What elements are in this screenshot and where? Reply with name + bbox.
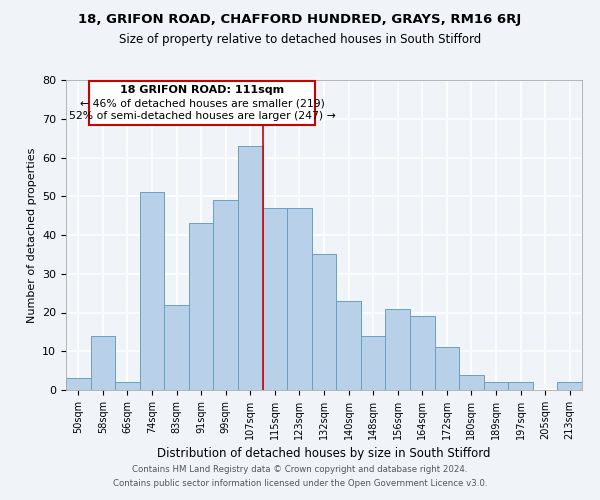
- Bar: [115, 382, 140, 390]
- Bar: [434, 348, 459, 390]
- X-axis label: Distribution of detached houses by size in South Stifford: Distribution of detached houses by size …: [157, 448, 491, 460]
- Bar: [361, 336, 385, 390]
- Bar: [385, 308, 410, 390]
- Bar: [336, 301, 361, 390]
- Bar: [214, 200, 238, 390]
- Bar: [312, 254, 336, 390]
- FancyBboxPatch shape: [89, 81, 316, 124]
- Bar: [189, 224, 214, 390]
- Bar: [91, 336, 115, 390]
- Bar: [484, 382, 508, 390]
- Bar: [459, 374, 484, 390]
- Bar: [263, 208, 287, 390]
- Bar: [66, 378, 91, 390]
- Text: 18, GRIFON ROAD, CHAFFORD HUNDRED, GRAYS, RM16 6RJ: 18, GRIFON ROAD, CHAFFORD HUNDRED, GRAYS…: [79, 12, 521, 26]
- Bar: [410, 316, 434, 390]
- Bar: [508, 382, 533, 390]
- Text: ← 46% of detached houses are smaller (219): ← 46% of detached houses are smaller (21…: [80, 98, 325, 108]
- Bar: [557, 382, 582, 390]
- Bar: [238, 146, 263, 390]
- Y-axis label: Number of detached properties: Number of detached properties: [26, 148, 37, 322]
- Text: 52% of semi-detached houses are larger (247) →: 52% of semi-detached houses are larger (…: [69, 112, 336, 122]
- Text: Contains HM Land Registry data © Crown copyright and database right 2024.
Contai: Contains HM Land Registry data © Crown c…: [113, 466, 487, 487]
- Bar: [287, 208, 312, 390]
- Text: 18 GRIFON ROAD: 111sqm: 18 GRIFON ROAD: 111sqm: [121, 85, 284, 95]
- Bar: [140, 192, 164, 390]
- Bar: [164, 304, 189, 390]
- Text: Size of property relative to detached houses in South Stifford: Size of property relative to detached ho…: [119, 32, 481, 46]
